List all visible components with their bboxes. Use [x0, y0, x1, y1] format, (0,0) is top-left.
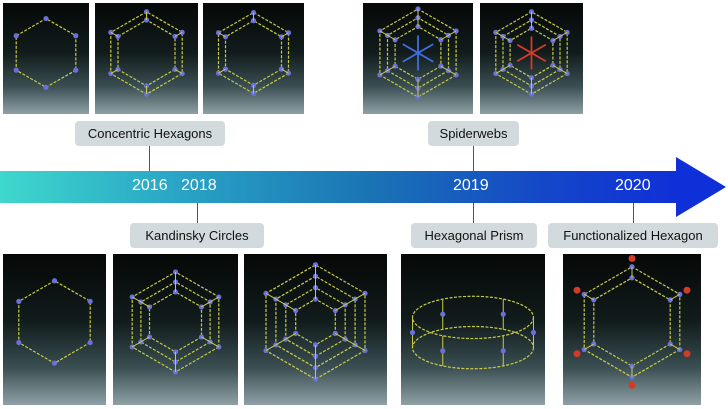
- timeline-arrow-head: [676, 157, 726, 217]
- kandinsky-circles-image-3: [244, 254, 387, 405]
- concentric-hexagons-connector: [149, 146, 150, 172]
- spiderwebs-image-1: [363, 3, 473, 114]
- concentric-hexagons-label: Concentric Hexagons: [75, 121, 225, 146]
- concentric-hexagons-image-3: [203, 3, 304, 114]
- kandinsky-circles-label: Kandinsky Circles: [130, 223, 264, 248]
- functionalized-hexagon-image: [563, 254, 701, 405]
- year-2020: 2020: [615, 177, 651, 194]
- concentric-hexagons-image-2: [95, 3, 198, 114]
- hexagonal-prism-image: [401, 254, 545, 405]
- year-2018: 2018: [181, 177, 217, 194]
- kandinsky-circles-connector: [197, 203, 198, 223]
- hexagonal-prism-label: Hexagonal Prism: [411, 223, 537, 248]
- spiderwebs-label: Spiderwebs: [428, 121, 519, 146]
- timeline-arrow: [0, 171, 680, 203]
- year-2016: 2016: [132, 177, 168, 194]
- concentric-hexagons-image-1: [3, 3, 89, 114]
- spiderwebs-connector: [473, 146, 474, 172]
- year-2019: 2019: [453, 177, 489, 194]
- kandinsky-circles-image-1: [3, 254, 106, 405]
- kandinsky-circles-image-2: [113, 254, 238, 405]
- functionalized-hexagon-connector: [633, 203, 634, 223]
- hexagonal-prism-connector: [473, 203, 474, 223]
- functionalized-hexagon-label: Functionalized Hexagon: [548, 223, 718, 248]
- spiderwebs-image-2: [480, 3, 583, 114]
